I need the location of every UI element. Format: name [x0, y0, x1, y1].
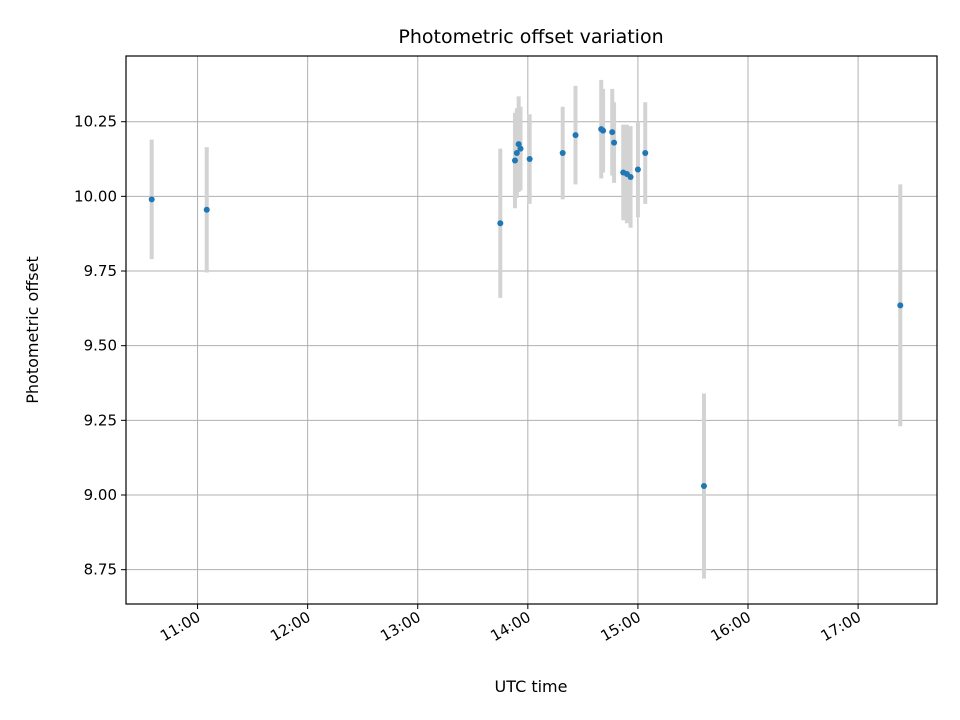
y-tick-label: 10.25 [74, 113, 117, 131]
y-tick-label: 8.75 [84, 561, 117, 579]
x-tick-label: 14:00 [487, 608, 533, 645]
y-tick-label: 9.25 [84, 411, 117, 429]
x-tick-label: 15:00 [597, 608, 643, 645]
data-point [611, 139, 618, 146]
data-point [511, 157, 518, 164]
data-point [642, 150, 649, 157]
x-tick-label: 16:00 [708, 608, 754, 645]
x-tick-label: 11:00 [157, 608, 203, 645]
x-tick-label: 17:00 [818, 608, 864, 645]
x-axis-title: UTC time [495, 677, 568, 696]
data-point [627, 173, 634, 180]
data-point [148, 196, 155, 203]
x-axis-ticks: 11:00 12:00 13:00 14:00 15:00 16:00 17:00 [157, 604, 864, 645]
data-point [609, 129, 616, 136]
data-point [513, 150, 520, 157]
data-point [203, 206, 210, 213]
x-tick-label: 12:00 [267, 608, 313, 645]
data-point [600, 127, 607, 134]
y-axis-ticks: 8.75 9.00 9.25 9.50 9.75 10.00 10.25 [74, 113, 126, 579]
data-point [572, 132, 579, 139]
data-point [559, 150, 566, 157]
y-tick-label: 9.00 [84, 486, 117, 504]
chart-title: Photometric offset variation [398, 26, 663, 48]
data-point [897, 302, 904, 309]
x-tick-label: 13:00 [377, 608, 423, 645]
data-points [148, 126, 904, 490]
y-tick-label: 10.00 [74, 187, 117, 205]
plot-frame [125, 55, 938, 605]
data-point [700, 483, 707, 490]
data-point [517, 145, 524, 152]
data-point [634, 166, 641, 173]
data-point [526, 156, 533, 163]
y-tick-label: 9.75 [84, 262, 117, 280]
y-axis-title: Photometric offset [23, 256, 42, 404]
data-point [497, 220, 504, 227]
y-tick-label: 9.50 [84, 337, 117, 355]
